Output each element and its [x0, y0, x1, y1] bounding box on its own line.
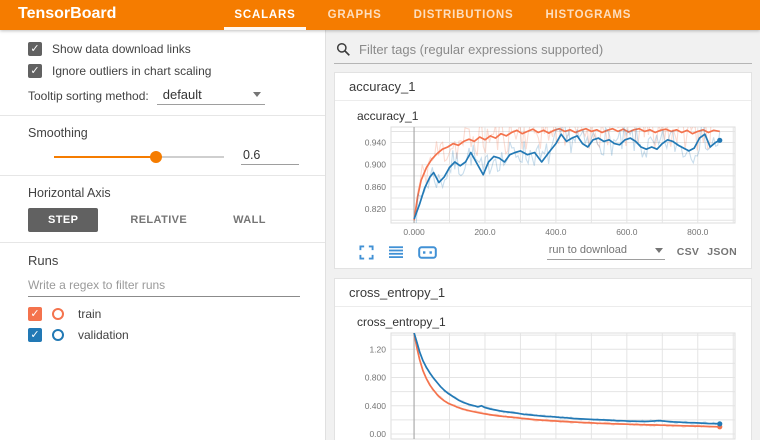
tab-distributions[interactable]: DISTRIBUTIONS [413, 9, 514, 21]
svg-text:0.400: 0.400 [365, 401, 387, 411]
pane-cross-entropy-header[interactable]: cross_entropy_1 [335, 279, 751, 307]
svg-text:0.00: 0.00 [369, 429, 386, 439]
svg-text:0.860: 0.860 [365, 182, 387, 192]
app-header: TensorBoard SCALARS GRAPHS DISTRIBUTIONS… [0, 0, 760, 30]
axis-wall-button[interactable]: WALL [233, 214, 266, 226]
csv-download-link[interactable]: CSV [676, 246, 700, 258]
divider [0, 175, 325, 176]
run-to-download-select[interactable]: run to download [546, 244, 665, 260]
smoothing-value-input[interactable]: 0.6 [241, 148, 299, 165]
slider-thumb[interactable] [150, 150, 162, 163]
tooltip-sorting-select[interactable]: default [156, 86, 265, 105]
divider [0, 242, 325, 243]
ignore-outliers-checkbox[interactable]: ✓ [28, 64, 42, 78]
divider [0, 115, 325, 116]
validation-label: validation [78, 328, 129, 342]
train-color-swatch[interactable] [52, 308, 64, 320]
smoothing-label: Smoothing [28, 126, 88, 140]
pane-accuracy-header[interactable]: accuracy_1 [335, 73, 751, 101]
accuracy-chart[interactable]: 0.820 0.860 0.900 0.940 0.000 200.0 400.0 600.0… [343, 123, 747, 244]
svg-text:0.800: 0.800 [365, 373, 387, 383]
svg-text:0.900: 0.900 [365, 160, 387, 170]
show-download-links-checkbox[interactable]: ✓ [28, 42, 42, 56]
search-icon [336, 42, 350, 56]
tag-filter-bar [334, 38, 752, 64]
train-checkbox[interactable]: ✓ [28, 307, 42, 321]
app-title: TensorBoard [18, 5, 117, 22]
chart-toolbar: run to download CSV JSON [343, 244, 747, 264]
run-item-validation: ✓ validation [28, 328, 299, 342]
dashboard-content: accuracy_1 accuracy_1 0.820 0.860 0.900 0.9… [326, 30, 760, 440]
axis-relative-button[interactable]: RELATIVE [130, 214, 188, 226]
runs-label: Runs [28, 253, 59, 268]
svg-text:200.0: 200.0 [474, 227, 496, 237]
svg-text:400.0: 400.0 [545, 227, 567, 237]
axis-step-button[interactable]: STEP [28, 208, 99, 232]
chevron-down-icon [654, 247, 663, 253]
fit-domain-icon[interactable] [418, 245, 437, 259]
run-to-download-label: run to download [548, 244, 627, 256]
validation-checkbox[interactable]: ✓ [28, 328, 42, 342]
svg-text:1.20: 1.20 [369, 344, 386, 354]
nav-tabs: SCALARS GRAPHS DISTRIBUTIONS HISTOGRAMS [218, 0, 647, 30]
tooltip-sorting-label: Tooltip sorting method: [28, 88, 149, 103]
validation-color-swatch[interactable] [52, 329, 64, 341]
svg-text:0.940: 0.940 [365, 138, 387, 148]
chart-title-accuracy: accuracy_1 [357, 109, 419, 123]
settings-sidebar: ✓ Show data download links ✓ Ignore outl… [0, 30, 326, 440]
svg-text:0.820: 0.820 [365, 204, 387, 214]
svg-text:0.000: 0.000 [403, 227, 425, 237]
cross-entropy-chart[interactable]: 0.000.4000.8001.200.000200.0400.0600.080… [343, 329, 747, 440]
tab-histograms[interactable]: HISTOGRAMS [545, 9, 632, 21]
smoothing-slider[interactable] [54, 150, 224, 163]
json-download-link[interactable]: JSON [707, 246, 737, 258]
tab-graphs[interactable]: GRAPHS [327, 9, 382, 21]
ignore-outliers-label: Ignore outliers in chart scaling [52, 64, 212, 78]
y-axis-lines-icon[interactable] [388, 245, 404, 259]
pane-cross-entropy: cross_entropy_1 cross_entropy_1 0.00 0.40… [334, 278, 752, 440]
horizontal-axis-label: Horizontal Axis [28, 186, 111, 200]
expand-icon[interactable] [359, 244, 374, 260]
tooltip-sorting-value: default [162, 87, 202, 102]
tag-filter-input[interactable] [359, 42, 750, 57]
svg-text:600.0: 600.0 [616, 227, 638, 237]
runs-filter-input[interactable] [28, 276, 300, 297]
chart-title-cross-entropy: cross_entropy_1 [357, 315, 446, 329]
tab-scalars[interactable]: SCALARS [218, 0, 311, 30]
svg-text:800.0: 800.0 [687, 227, 709, 237]
pane-accuracy: accuracy_1 accuracy_1 0.820 0.860 0.900 0.9… [334, 72, 752, 269]
run-item-train: ✓ train [28, 307, 299, 321]
train-label: train [78, 307, 102, 321]
chevron-down-icon [252, 92, 261, 97]
show-download-links-label: Show data download links [52, 42, 191, 56]
